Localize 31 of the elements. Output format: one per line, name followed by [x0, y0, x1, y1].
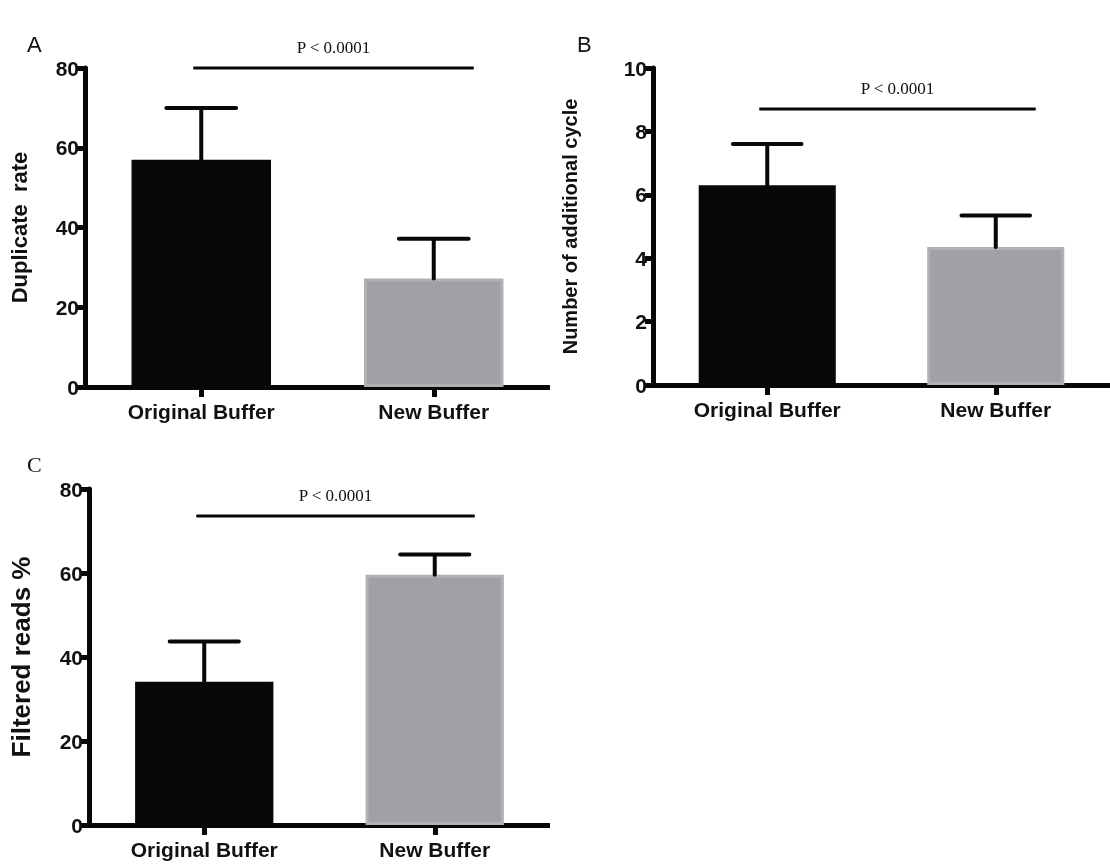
- y-axis-title: Filtered reads %: [6, 556, 36, 758]
- annotation: P < 0.0001: [298, 486, 373, 505]
- y-tick-label: 0: [67, 375, 79, 399]
- chart-title: A: [27, 31, 42, 57]
- x-tick-label: Original Buffer: [693, 398, 841, 421]
- chart-title: B: [577, 31, 592, 57]
- x-tick-label: Original Buffer: [130, 838, 278, 861]
- x-tick-label: New Buffer: [379, 838, 491, 861]
- y-tick-label: 80: [55, 56, 79, 80]
- x-tick-label: Original Buffer: [127, 400, 275, 423]
- text: P < 0.0001: [296, 38, 371, 57]
- chart-title: C: [27, 451, 42, 477]
- y-axis-title: Duplicate rate: [6, 151, 32, 304]
- y-tick-label: 20: [59, 729, 83, 753]
- y-tick-label: 8: [635, 119, 648, 143]
- annotation: P < 0.0001: [860, 79, 935, 98]
- y-tick-label: 10: [623, 56, 647, 80]
- y-tick-label: 80: [59, 477, 83, 501]
- x-tick-label: New Buffer: [378, 400, 490, 423]
- y-tick-label: 40: [59, 645, 83, 669]
- y-tick-label: 0: [635, 373, 647, 397]
- y-tick-label: 40: [55, 216, 79, 239]
- y-tick-label: 20: [55, 295, 79, 319]
- y-tick-label: 60: [55, 136, 79, 160]
- y-tick-label: 60: [59, 561, 83, 585]
- y-tick-label: 4: [635, 246, 648, 270]
- x-tick-label: New Buffer: [940, 398, 1052, 421]
- y-tick-label: 0: [71, 813, 83, 837]
- y-tick-label: 2: [635, 310, 647, 334]
- y-tick-label: 6: [635, 183, 647, 207]
- y-axis-title: Number of additional cycle: [559, 98, 581, 355]
